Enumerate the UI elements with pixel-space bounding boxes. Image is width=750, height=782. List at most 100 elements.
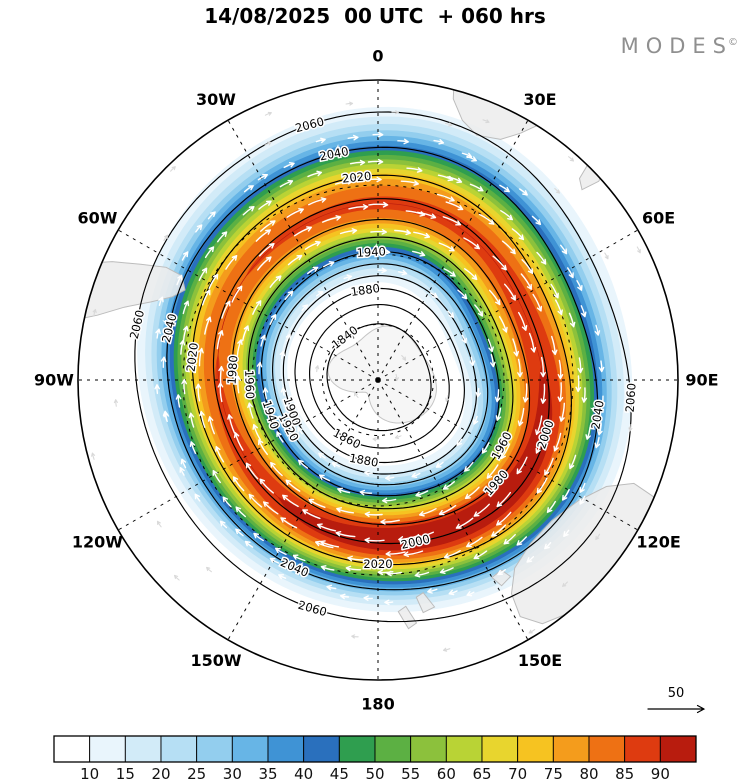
wind-arrow	[368, 201, 389, 208]
meridian-line	[377, 379, 639, 531]
wind-arrow	[517, 358, 523, 378]
wind-arrow	[158, 296, 164, 306]
wind-arrow	[113, 399, 118, 407]
colorbar-tick-label: 35	[258, 765, 277, 782]
colorbar-cell	[659, 735, 697, 763]
wind-arrow	[284, 290, 294, 300]
latitude-circle	[251, 253, 505, 507]
wind-arrow	[326, 584, 337, 591]
wind-arrow	[448, 589, 458, 596]
wind-arrow	[522, 383, 529, 403]
wind-arrow	[372, 437, 380, 442]
contour-label: 2020	[341, 169, 372, 186]
wind-arrow	[180, 458, 187, 469]
wind-arrow	[464, 461, 474, 472]
wind-arrow	[461, 334, 467, 344]
colorbar-cell	[196, 735, 233, 763]
wind-arrow	[544, 457, 554, 476]
wind-arrow	[536, 477, 548, 494]
wind-arrow	[363, 176, 382, 183]
wind-arrow	[198, 347, 204, 367]
wind-arrow	[242, 206, 255, 216]
wind-arrow	[532, 293, 543, 312]
wind-arrow	[455, 517, 474, 529]
modes-logo-text: MODES	[620, 34, 733, 58]
wind-arrow	[488, 289, 501, 306]
wind-arrow	[345, 565, 362, 572]
colorbar-cell	[445, 735, 483, 763]
wind-arrow	[235, 506, 246, 518]
wind-arrow	[494, 389, 501, 403]
colorbar-tick-label: 15	[116, 765, 135, 782]
wind-arrow	[447, 310, 455, 318]
wind-arrow	[400, 180, 419, 186]
colorbar-cell	[231, 735, 269, 763]
wind-arrow	[280, 387, 287, 396]
wind-arrow	[594, 436, 601, 449]
longitude-label: 120W	[72, 533, 123, 552]
wind-arrow	[487, 338, 494, 353]
colorbar-cell	[89, 735, 126, 763]
wind-arrow	[597, 423, 603, 436]
colorbar-tick-label: 70	[508, 765, 527, 782]
contour-label: 2020	[184, 342, 201, 373]
pole-marker	[375, 377, 381, 383]
colorbar-tick-label: 30	[223, 765, 242, 782]
longitude-label: 90E	[685, 371, 718, 390]
wind-arrow	[188, 412, 195, 428]
wind-arrow	[207, 211, 216, 220]
wind-arrow	[377, 249, 391, 255]
colorbar-tick-label: 90	[651, 765, 670, 782]
wind-arrow	[512, 338, 519, 357]
wind-arrow	[546, 500, 556, 513]
wind-arrow	[318, 474, 331, 482]
wind-arrow	[466, 591, 475, 597]
wind-arrow	[258, 200, 272, 210]
landmass	[491, 569, 512, 587]
wind-arrow	[298, 459, 309, 469]
wind-arrow	[259, 478, 274, 494]
wind-arrow	[580, 305, 587, 318]
wind-arrow	[308, 197, 327, 206]
wind-arrow	[245, 462, 259, 480]
wind-arrow	[315, 365, 320, 373]
wind-arrow	[270, 461, 283, 477]
wind-arrow	[577, 357, 584, 374]
colorbar-cell	[53, 735, 91, 763]
height-contour	[212, 198, 550, 545]
wind-arrow	[349, 159, 366, 166]
wind-arrow	[599, 395, 606, 408]
wind-arrow	[252, 424, 261, 441]
wind-arrow	[307, 266, 319, 275]
wind-arrow	[563, 529, 570, 537]
wind-arrow	[287, 254, 303, 266]
wind-arrow	[585, 426, 591, 440]
meridian-line	[227, 379, 379, 641]
wind-arrow	[536, 251, 547, 265]
wind-arrow	[567, 267, 574, 279]
wind-arrow	[398, 269, 408, 276]
wind-arrow	[260, 220, 276, 232]
wind-arrow	[504, 283, 516, 301]
contour-label: 1940	[356, 244, 386, 260]
wind-arrow	[286, 208, 304, 218]
wind-arrow	[316, 523, 337, 532]
wind-arrow	[377, 267, 387, 274]
wind-arrow	[528, 629, 536, 634]
colorbar-cell	[552, 735, 590, 763]
contour-label: 2060	[623, 383, 639, 413]
wind-arrow	[442, 216, 462, 226]
wind-arrow	[377, 569, 394, 576]
wind-arrow	[315, 540, 334, 549]
wind-arrow	[511, 228, 525, 241]
wind-arrow	[473, 415, 479, 425]
height-contour	[326, 323, 432, 432]
wind-arrow	[292, 554, 306, 562]
wind-arrow	[227, 414, 236, 434]
wind-arrow	[491, 524, 507, 537]
wind-arrow	[469, 183, 484, 192]
wind-arrow	[469, 356, 476, 366]
wind-arrow	[474, 304, 484, 317]
wind-arrow	[322, 261, 335, 268]
wind-arrow	[175, 394, 182, 408]
